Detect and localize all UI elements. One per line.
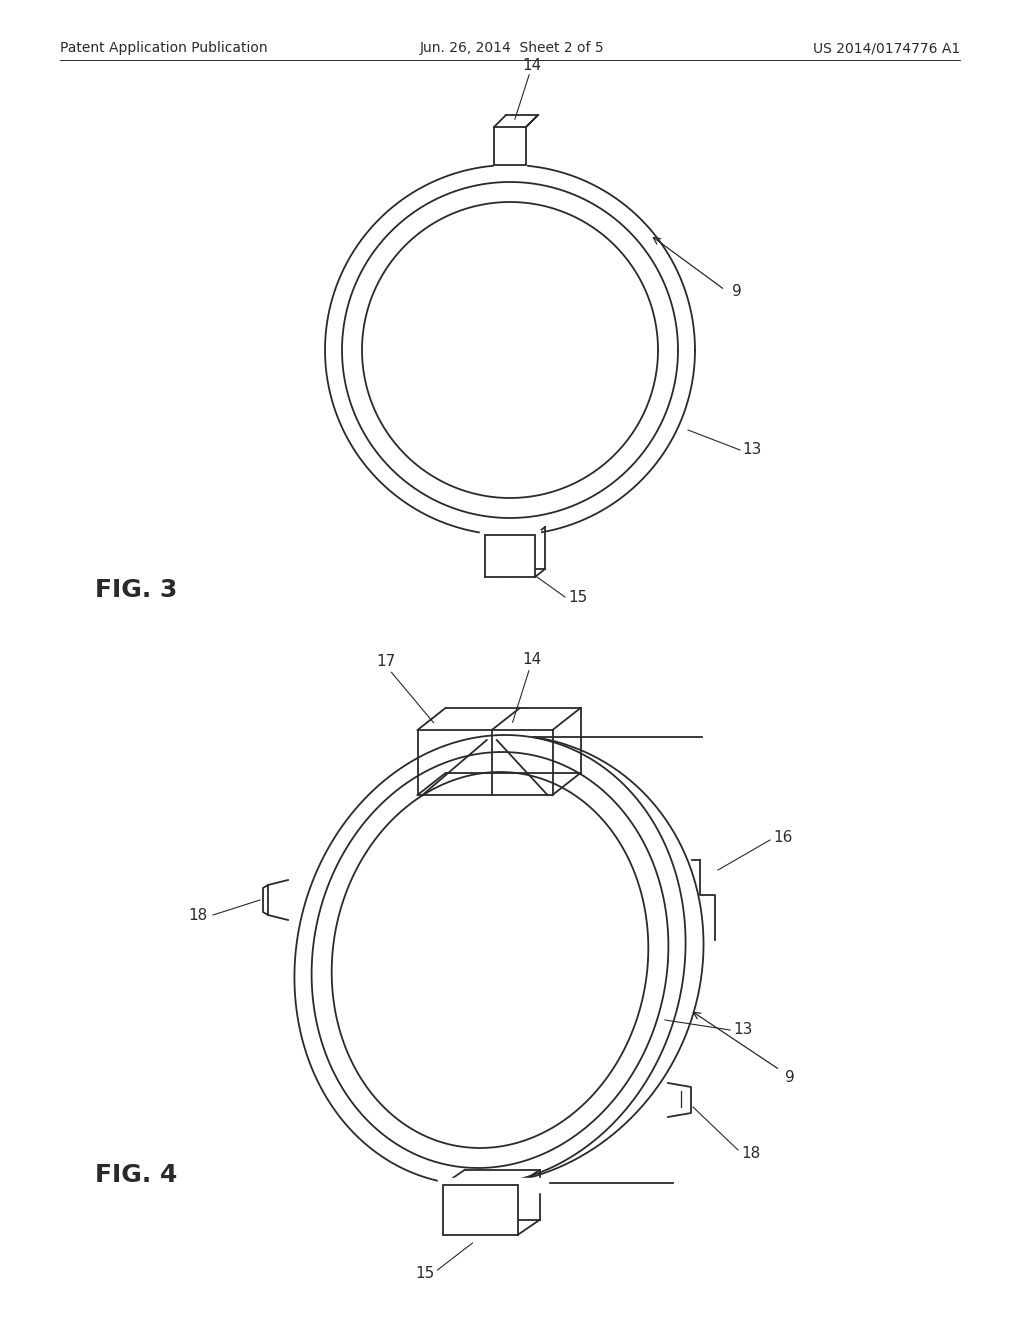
Text: Patent Application Publication: Patent Application Publication: [60, 41, 267, 55]
Text: 17: 17: [376, 655, 395, 669]
Text: US 2014/0174776 A1: US 2014/0174776 A1: [813, 41, 961, 55]
Text: FIG. 4: FIG. 4: [95, 1163, 177, 1187]
Text: 14: 14: [522, 58, 542, 73]
Text: 16: 16: [773, 830, 793, 846]
Text: 18: 18: [741, 1146, 760, 1160]
Text: 9: 9: [732, 285, 741, 300]
Text: FIG. 3: FIG. 3: [95, 578, 177, 602]
Text: 15: 15: [416, 1266, 434, 1280]
Bar: [442, 1185, 517, 1236]
Text: 14: 14: [522, 652, 542, 668]
Text: 18: 18: [188, 908, 208, 923]
Text: Jun. 26, 2014  Sheet 2 of 5: Jun. 26, 2014 Sheet 2 of 5: [420, 41, 604, 55]
Text: 13: 13: [742, 442, 762, 458]
Text: 9: 9: [785, 1071, 795, 1085]
Text: 15: 15: [568, 590, 587, 605]
Text: 13: 13: [733, 1023, 753, 1038]
Bar: [485, 535, 535, 577]
Bar: [494, 127, 526, 165]
